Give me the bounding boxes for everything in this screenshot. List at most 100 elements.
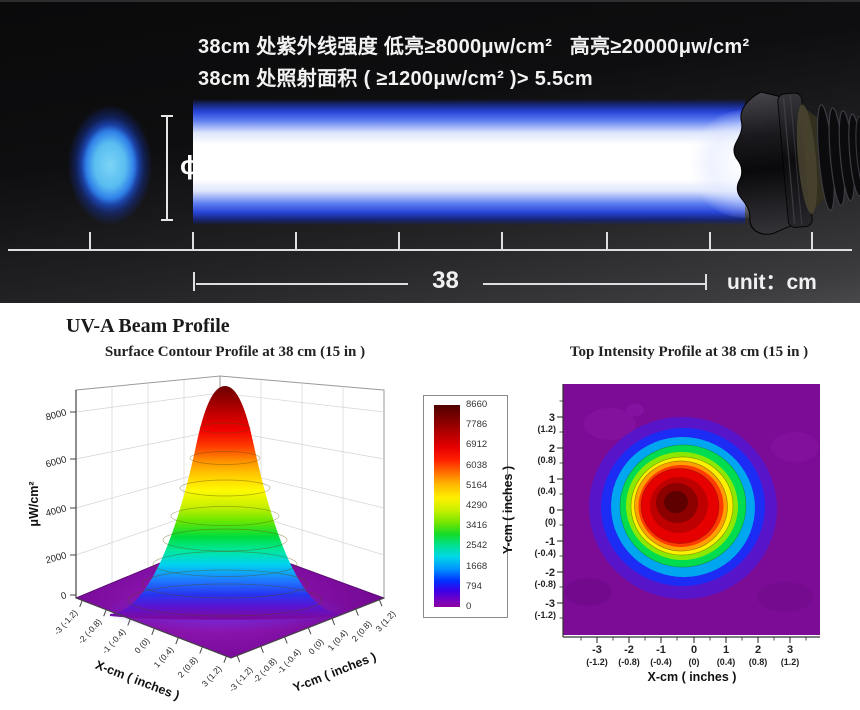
heatmap-background-blobs (564, 404, 819, 612)
y-tick-label: 1 (0.4) (326, 628, 350, 653)
hm-x-tick-cm: -3 (592, 644, 602, 656)
distance-dim-tick-right (705, 274, 707, 290)
surface-contour-chart: 8000 6000 4000 2000 0 -3 (-1.2) -2 (-0.8… (27, 375, 398, 703)
hero-banner: 38cm 处紫外线强度 低亮≥8000μw/cm² 高亮≥20000μw/cm²… (0, 0, 860, 305)
colorbar-label: 794 (466, 580, 482, 592)
colorbar-label: 6038 (466, 459, 488, 471)
x-tick-label: -3 (-1.2) (52, 608, 80, 637)
hm-x-tick-cm: 3 (787, 644, 793, 656)
hm-x-tick-in: (0) (689, 657, 700, 667)
surface-x-axis-label: X-cm ( inches ) (93, 658, 181, 703)
flashlight-fins (816, 104, 860, 211)
ruler-tick (398, 232, 400, 249)
spec-line-intensity: 38cm 处紫外线强度 低亮≥8000μw/cm² 高亮≥20000μw/cm² (198, 36, 750, 58)
surface-bell (110, 386, 340, 620)
heatmap-chart-title: Top Intensity Profile at 38 cm (15 in ) (569, 344, 809, 360)
x-tick-label: 1 (0.4) (152, 645, 176, 670)
z-tick-label: 2000 (45, 550, 68, 566)
beam-spot-ellipse (64, 100, 156, 230)
z-tick-label: 0 (60, 590, 68, 602)
section-title: UV-A Beam Profile (66, 315, 230, 337)
y-tick-label: 2 (0.8) (350, 619, 374, 644)
beam-profile-section: UV-A Beam Profile Surface Contour Profil… (0, 303, 860, 710)
hm-y-tick-in: (-1.2) (534, 610, 556, 620)
heatmap-minor-ticks (559, 400, 807, 641)
hm-x-tick-in: (0.4) (717, 657, 736, 667)
hm-y-tick-in: (0.4) (537, 486, 556, 496)
heatmap-x-axis-label: X-cm ( inches ) (648, 670, 737, 684)
z-tick-label: 4000 (45, 503, 68, 519)
ruler-tick (501, 232, 503, 249)
hm-y-tick-cm: 3 (549, 412, 555, 424)
y-tick-label: -3 (-1.2) (227, 665, 255, 694)
colorbar-label: 0 (466, 600, 472, 612)
heatmap-y-axis-label: Y-cm ( inches ) (501, 466, 515, 554)
hm-y-tick-cm: -3 (545, 598, 555, 610)
hm-y-tick-in: (-0.8) (534, 579, 556, 589)
colorbar-label: 7786 (466, 419, 488, 431)
colorbar-label: 4290 (466, 499, 488, 511)
colorbar-labels: 8660 7786 6912 6038 5164 4290 3416 2542 … (466, 399, 487, 612)
ruler-tick (606, 232, 608, 249)
ruler-tick (709, 232, 711, 249)
y-tick-label: 0 (0) (306, 637, 325, 657)
surface-chart-title: Surface Contour Profile at 38 cm (15 in … (104, 344, 366, 360)
x-tick-label: 3 (1.2) (200, 664, 224, 689)
hm-y-tick-cm: 0 (549, 505, 555, 517)
surface-z-axis-label: μW/cm² (27, 481, 41, 526)
ruler-line (8, 249, 852, 251)
z-tick-label: 8000 (45, 407, 68, 423)
colorbar-label: 3416 (466, 520, 488, 532)
hm-y-tick-cm: 1 (549, 474, 555, 486)
ruler-tick (811, 232, 813, 249)
hm-y-tick-cm: -2 (545, 567, 555, 579)
hm-y-tick-cm: 2 (549, 443, 555, 455)
hm-x-tick-in: (-0.4) (650, 657, 672, 667)
distance-dim-line-left (196, 283, 408, 285)
hm-x-tick-cm: -2 (624, 644, 634, 656)
flashlight-head (733, 91, 832, 235)
x-tick-label: 0 (0) (132, 636, 151, 656)
diameter-measure-line (166, 116, 168, 220)
hm-x-tick-cm: 1 (723, 644, 729, 656)
top-intensity-chart: 3 (1.2) 2 (0.8) 1 (0.4) 0 (0) -1 (-0.4) … (501, 384, 820, 684)
surface-axes (75, 390, 385, 659)
colorbar-gradient (434, 405, 460, 607)
hm-x-tick-in: (-1.2) (586, 657, 608, 667)
y-tick-label: -1 (-0.4) (275, 647, 303, 676)
colorbar-label: 1668 (466, 560, 488, 572)
hm-y-tick-in: (-0.4) (534, 548, 556, 558)
colorbar-label: 6912 (466, 439, 488, 451)
z-tick-label: 6000 (45, 454, 68, 470)
ruler-tick (192, 232, 194, 249)
ruler-tick (295, 232, 297, 249)
diameter-measure-cap-top (161, 115, 173, 117)
diameter-measure-cap-bottom (161, 219, 173, 221)
y-tick-label: -2 (-0.8) (251, 656, 279, 685)
heatmap-map (563, 384, 820, 635)
surface-y-axis-label: Y-cm ( inches ) (291, 650, 378, 695)
spec-line-coverage: 38cm 处照射面积 ( ≥1200μw/cm² )> 5.5cm (198, 68, 593, 90)
x-tick-label: -2 (-0.8) (76, 617, 104, 646)
uv-beam (193, 99, 745, 225)
heatmap-rings (589, 416, 777, 600)
hm-x-tick-in: (-0.8) (618, 657, 640, 667)
y-tick-label: 3 (1.2) (374, 609, 398, 634)
distance-dim-line-right (483, 283, 705, 285)
heatmap-major-ticks (557, 416, 791, 643)
x-tick-label: 2 (0.8) (176, 655, 200, 680)
surface-contour-lines (127, 422, 323, 617)
hm-y-tick-in: (1.2) (537, 424, 556, 434)
colorbar-label: 5164 (466, 479, 488, 491)
hm-x-tick-in: (0.8) (749, 657, 768, 667)
colorbar-label: 2542 (466, 540, 488, 552)
flashlight-image (733, 91, 860, 235)
hm-x-tick-in: (1.2) (781, 657, 800, 667)
colorbar: 8660 7786 6912 6038 5164 4290 3416 2542 … (423, 395, 508, 618)
hm-x-tick-cm: -1 (656, 644, 666, 656)
distance-value: 38 (432, 267, 459, 294)
hm-y-tick-in: (0) (545, 517, 556, 527)
surface-ticks (70, 411, 383, 663)
hm-x-tick-cm: 0 (691, 644, 697, 656)
